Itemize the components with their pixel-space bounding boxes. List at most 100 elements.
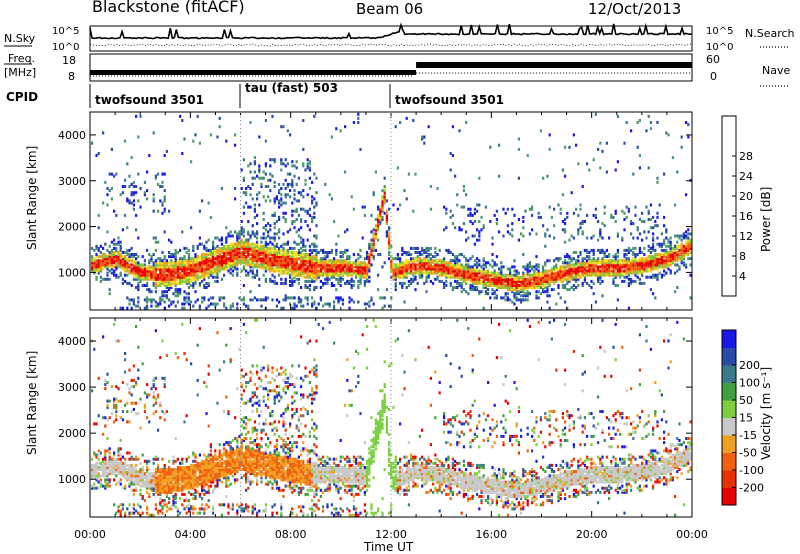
cpid-segment-0: twofsound 3501 (95, 93, 204, 107)
power-cell (284, 242, 287, 246)
power-cell (203, 259, 206, 263)
power-cell (337, 234, 340, 238)
power-cell (616, 273, 619, 277)
power-cell (225, 261, 228, 265)
power-cell (328, 273, 331, 277)
velocity-cell (143, 459, 146, 463)
velocity-cell (168, 478, 171, 482)
velocity-cell (91, 463, 94, 467)
power-cell (401, 246, 404, 250)
power-cell (423, 261, 426, 265)
power-cell (225, 265, 228, 269)
velocity-cell (165, 490, 168, 494)
freq-tick-bottom: 8 (68, 70, 75, 83)
power-cell (586, 263, 589, 267)
power-cell (249, 248, 252, 252)
power-cell (566, 271, 569, 275)
power-cell (132, 271, 135, 275)
power-cell (616, 160, 619, 164)
power-cell (130, 298, 133, 302)
power-cell (181, 306, 184, 310)
power-cell (636, 236, 639, 240)
power-cell (159, 281, 162, 285)
power-cell (621, 273, 624, 277)
power-cell (311, 180, 314, 184)
power-cell (110, 259, 113, 263)
power-cell (99, 275, 102, 279)
power-cell (161, 275, 164, 279)
power-cell (326, 277, 329, 281)
velocity-cell (108, 455, 111, 459)
power-cell (471, 277, 474, 281)
power-cell (517, 238, 520, 242)
power-cell (194, 290, 197, 294)
power-cell (242, 246, 245, 250)
power-cell (141, 284, 144, 287)
power-cell (414, 271, 417, 275)
power-cell (623, 259, 626, 263)
power-cell (313, 288, 316, 292)
power-cell (352, 279, 355, 283)
power-cell (665, 230, 668, 234)
velocity-cell (108, 463, 111, 467)
power-cell (168, 286, 171, 289)
power-cell (500, 265, 503, 269)
power-cell (588, 284, 591, 287)
power-cell (559, 275, 562, 279)
power-cell (304, 269, 307, 273)
power-cell (522, 220, 525, 223)
power-cell (460, 253, 463, 256)
velocity-cell (106, 472, 109, 476)
power-cell (223, 248, 226, 252)
power-cell (306, 209, 309, 213)
power-cell (394, 281, 397, 285)
velocity-cell (93, 468, 96, 472)
power-cell (553, 275, 556, 279)
power-cell (214, 271, 217, 275)
power-cell (447, 271, 450, 275)
power-cell (539, 292, 542, 296)
power-cell (165, 294, 168, 298)
power-cell (372, 242, 375, 246)
velocity-cell (132, 407, 135, 411)
power-cell (99, 255, 102, 259)
power-cell (282, 248, 285, 252)
power-cell (291, 263, 294, 267)
power-cell (93, 248, 96, 252)
velocity-cell (102, 459, 105, 463)
power-cell (401, 269, 404, 273)
power-cell (234, 197, 237, 201)
power-cell (196, 255, 199, 259)
power-cell (621, 259, 624, 263)
power-cell (159, 302, 162, 306)
velocity-cell (161, 376, 164, 380)
power-cell (275, 197, 278, 201)
power-cell (253, 156, 256, 160)
cpid-label: CPID (6, 90, 38, 104)
power-cell (561, 220, 564, 223)
power-cell (344, 261, 347, 265)
velocity-cell (93, 422, 96, 426)
station-title: Blackstone (fitACF) (92, 0, 245, 16)
power-cell (643, 263, 646, 267)
power-cell (315, 273, 318, 277)
power-cell (608, 263, 611, 267)
power-cell (489, 284, 492, 287)
power-cell (154, 271, 157, 275)
power-cell (660, 242, 663, 246)
power-cell (676, 269, 679, 273)
power-cell (278, 205, 281, 209)
power-cell (537, 286, 540, 289)
velocity-cell (154, 329, 157, 333)
power-cell (465, 267, 468, 271)
power-cell (476, 228, 479, 232)
power-cell (185, 300, 188, 304)
power-cell (471, 275, 474, 279)
power-cell (196, 246, 199, 250)
power-cell (504, 294, 507, 298)
velocity-cell (143, 474, 146, 478)
power-cell (154, 284, 157, 287)
power-cell (229, 306, 232, 310)
power-cell (432, 271, 435, 275)
power-cell (601, 236, 604, 240)
